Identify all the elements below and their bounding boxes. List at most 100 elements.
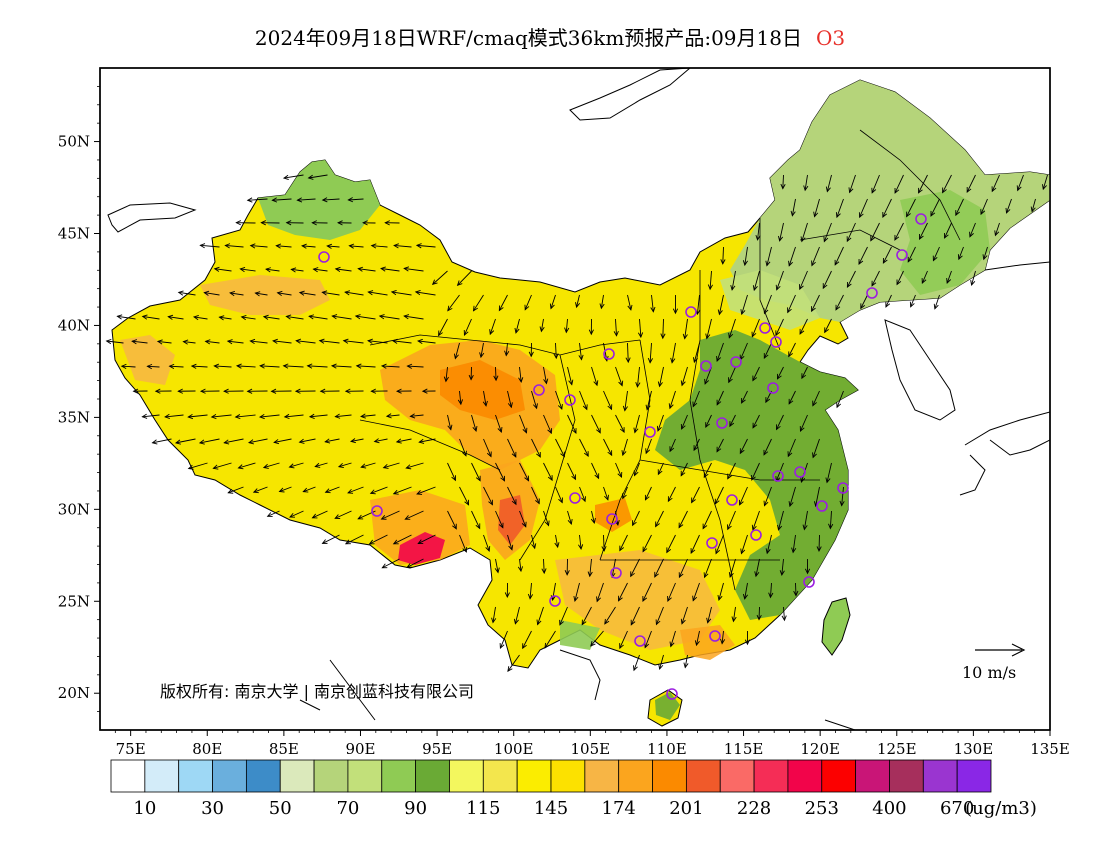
wind-vector — [404, 267, 424, 272]
wind-vector — [684, 318, 688, 339]
wind-vector — [788, 342, 796, 357]
wind-vector-head — [334, 266, 341, 273]
wind-vector — [591, 510, 595, 524]
station-marker — [685, 306, 697, 318]
wind-vector-head — [177, 388, 183, 394]
wind-vector — [1017, 174, 1024, 191]
wind-vector — [447, 294, 460, 311]
station-marker — [606, 513, 618, 525]
wind-vector-head — [765, 548, 771, 555]
wind-vector-head — [536, 451, 541, 458]
yunnan-green-spot — [560, 620, 600, 650]
wind-vector-head — [504, 350, 510, 357]
wind-vector-head — [362, 220, 368, 226]
lon-tick-label: 120E — [800, 740, 840, 758]
colorbar-swatch — [415, 759, 450, 793]
wind-vector-head — [289, 512, 295, 518]
wind-vector-head — [227, 488, 234, 494]
wind-vector — [522, 630, 532, 649]
wind-vector-head — [645, 404, 651, 411]
wind-vector — [272, 198, 292, 201]
wind-vector — [822, 270, 832, 289]
colorbar-swatch — [821, 759, 857, 793]
wind-vector-head — [645, 448, 651, 455]
wind-vector-head — [557, 404, 563, 411]
wind-vector-head — [522, 427, 528, 434]
lon-tick-label: 85E — [269, 740, 299, 758]
wind-vector — [744, 582, 748, 599]
wind-vector — [718, 294, 724, 315]
wind-vector — [744, 246, 748, 266]
wind-vector — [291, 268, 304, 272]
wind-vector — [459, 486, 469, 506]
wind-vector-head — [839, 500, 845, 507]
wind-vector — [543, 510, 550, 526]
wind-vector — [946, 270, 952, 284]
wind-vector — [826, 174, 832, 192]
wind-vector-head — [318, 338, 325, 344]
wind-vector — [322, 198, 340, 201]
wind-vector-head — [482, 400, 488, 407]
wind-vector — [325, 438, 340, 443]
longitude-axis: 75E 80E 85E 90E 95E 100E 105E 110E 115E 120E 125E 1… — [114, 730, 1070, 758]
wind-vector-head — [298, 438, 305, 444]
wind-vector — [515, 318, 520, 333]
wind-vector — [801, 222, 808, 242]
wind-vector-head — [683, 662, 689, 669]
wind-vector — [727, 510, 736, 530]
wind-vector — [590, 630, 604, 647]
colorbar-swatch — [279, 759, 315, 793]
wind-vector — [464, 318, 472, 336]
wind-vector — [188, 462, 208, 469]
wind-vector-head — [392, 489, 399, 495]
wind-vector — [603, 390, 612, 410]
wind-vector-head — [472, 305, 478, 312]
wind-vector-head — [982, 254, 988, 261]
wind-vector — [495, 558, 499, 573]
wind-vector — [702, 510, 712, 529]
wind-vector — [396, 438, 412, 443]
wind-vector — [678, 558, 688, 578]
wind-vector-head — [969, 231, 974, 238]
wind-vector-head — [822, 283, 828, 290]
wind-vector-head — [775, 330, 781, 337]
wind-vector-head — [403, 266, 410, 272]
lon-tick-label: 105E — [571, 740, 611, 758]
wind-vector-head — [447, 424, 453, 431]
wind-vector-head — [344, 539, 351, 545]
wind-vector — [313, 268, 328, 272]
wind-vector — [457, 270, 472, 286]
wind-vector — [361, 462, 376, 468]
wind-vector-head — [731, 616, 737, 623]
wind-vector-head — [655, 619, 661, 626]
wind-vector — [579, 438, 589, 457]
wind-vector-head — [930, 210, 936, 217]
wind-vector-head — [218, 315, 225, 321]
wind-vector — [567, 414, 577, 434]
wind-vector — [709, 270, 712, 290]
wind-vector-head — [337, 220, 343, 226]
colorbar-swatch — [313, 759, 349, 793]
wind-vector — [332, 315, 352, 320]
wind-vector — [991, 174, 1000, 192]
wind-vector-head — [668, 403, 674, 410]
wind-vector — [836, 390, 844, 408]
wind-vector-head — [754, 571, 760, 578]
wind-vector — [803, 510, 808, 530]
wind-vector — [519, 510, 527, 527]
station-marker — [915, 213, 927, 225]
lat-tick-label: 25N — [58, 592, 90, 610]
wind-vector-head — [678, 522, 684, 529]
wind-vector-head — [846, 236, 852, 243]
wind-vector-head — [691, 497, 696, 504]
wind-vector-head — [453, 353, 459, 360]
wind-vector — [632, 510, 640, 526]
colorbar-swatch — [719, 759, 755, 793]
wind-vector-head — [803, 185, 809, 192]
wind-vector-head — [571, 428, 577, 435]
wind-vector — [858, 246, 868, 265]
wind-vector-head — [741, 397, 746, 404]
wind-vector-head — [1005, 207, 1011, 214]
wind-vector-head — [486, 451, 492, 458]
wind-vector — [348, 198, 364, 201]
